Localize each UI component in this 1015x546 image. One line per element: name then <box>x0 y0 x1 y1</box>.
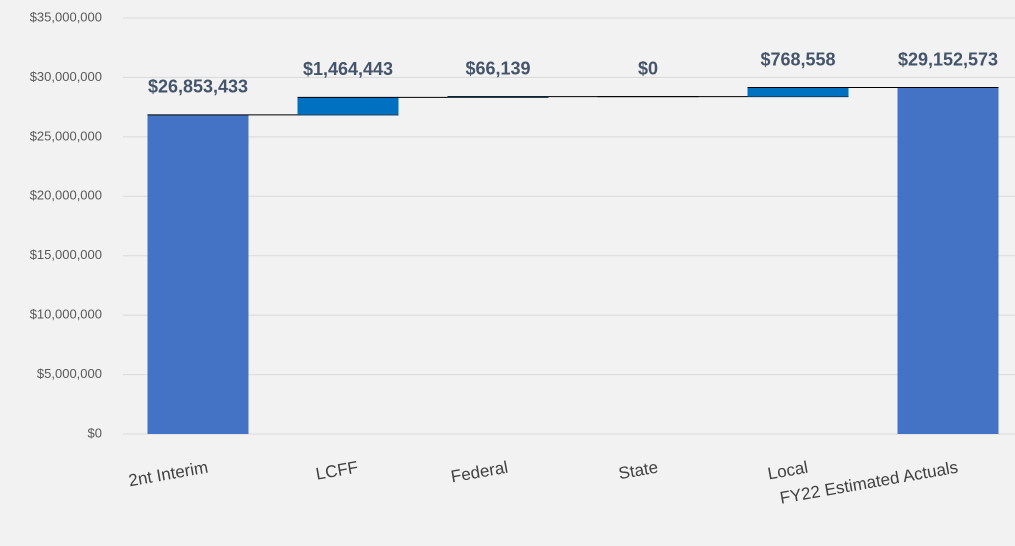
y-tick-label: $10,000,000 <box>30 307 102 322</box>
bar <box>147 114 249 435</box>
x-tick-label: LCFF <box>314 458 359 484</box>
y-tick-label: $5,000,000 <box>37 366 102 381</box>
y-tick-label: $0 <box>88 425 102 440</box>
value-label: $66,139 <box>465 58 530 78</box>
y-tick-label: $30,000,000 <box>30 69 102 84</box>
y-tick-label: $15,000,000 <box>30 247 102 262</box>
x-tick-label: 2nt Interim <box>127 458 209 491</box>
x-tick-label: State <box>617 458 659 484</box>
value-label: $26,853,433 <box>148 77 248 97</box>
bar <box>747 87 849 97</box>
value-label: $0 <box>638 58 658 78</box>
value-label: $29,152,573 <box>898 49 998 69</box>
x-tick-label: Federal <box>449 458 509 487</box>
y-tick-label: $35,000,000 <box>30 9 102 24</box>
x-tick-label: Local <box>766 458 809 484</box>
value-label: $768,558 <box>760 49 835 69</box>
y-tick-label: $20,000,000 <box>30 188 102 203</box>
value-label: $1,464,443 <box>303 59 393 79</box>
bar <box>297 97 399 115</box>
y-tick-label: $25,000,000 <box>30 128 102 143</box>
bar <box>897 87 999 434</box>
